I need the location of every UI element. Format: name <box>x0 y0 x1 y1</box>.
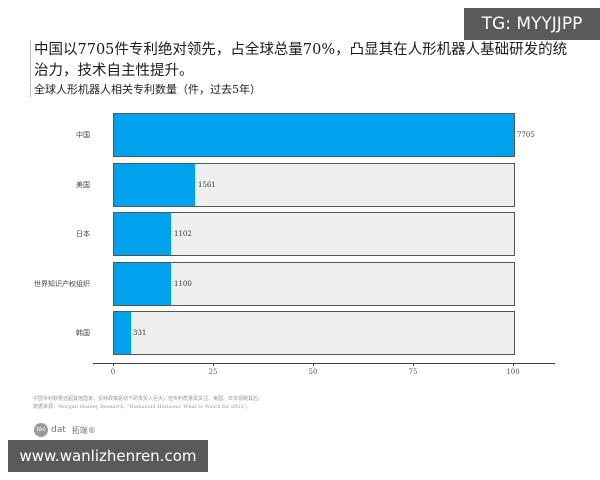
bar-label: 世界知识产权组织 <box>34 280 90 288</box>
tg-watermark-badge: TG: MYYJJPP <box>464 8 600 40</box>
bar-fill <box>114 164 195 206</box>
bar-track <box>113 163 515 207</box>
bar-value: 7705 <box>517 131 535 139</box>
x-axis-tick <box>513 363 514 366</box>
bar-track <box>113 311 515 355</box>
bar-fill <box>114 312 131 354</box>
x-tick-label: 50 <box>308 368 318 376</box>
chart-footnote: 中国专利数量远超其他国家，反映政策驱动下研发投入巨大；但专利质量需关注，美国、日… <box>33 395 293 411</box>
x-tick-label: 0 <box>110 368 116 376</box>
bar-row: 韩国 331 <box>0 311 600 355</box>
x-axis-line <box>93 363 555 364</box>
bar-row: 世界知识产权组织 1100 <box>0 262 600 306</box>
bar-track <box>113 262 515 306</box>
footnote-source: 数据来源：Morgan Stanley Research, "Humanoid … <box>33 404 251 410</box>
logo-circle-icon: tec <box>34 423 48 437</box>
footnote-note: 中国专利数量远超其他国家，反映政策驱动下研发投入巨大；但专利质量需关注，美国、日… <box>33 396 264 402</box>
bar-fill <box>114 213 171 255</box>
x-axis-tick <box>313 363 314 366</box>
logo-cn-text: 拓端® <box>71 425 96 435</box>
bar-value: 331 <box>133 329 147 337</box>
x-axis-tick <box>213 363 214 366</box>
bar-row: 美国 1561 <box>0 163 600 207</box>
bar-row: 中国 7705 <box>0 113 600 157</box>
bar-track <box>113 212 515 256</box>
bar-label: 中国 <box>76 131 90 139</box>
headline: 中国以7705件专利绝对领先，占全球总量70%，凸显其在人形机器人基础研发的统治… <box>30 40 574 82</box>
tecdat-logo: tec dat 拓端® <box>34 422 96 438</box>
bar-label: 韩国 <box>76 329 90 337</box>
bar-track <box>113 113 515 157</box>
x-tick-label: 75 <box>408 368 418 376</box>
x-tick-label: 25 <box>208 368 218 376</box>
bar-value: 1100 <box>174 280 192 288</box>
bar-label: 日本 <box>76 230 90 238</box>
x-axis-tick <box>113 363 114 366</box>
bar-fill <box>114 263 171 305</box>
bar-value: 1102 <box>174 230 192 238</box>
chart-subtitle: 全球人形机器人相关专利数量（件，过去5年） <box>30 83 261 97</box>
bar-row: 日本 1102 <box>0 212 600 256</box>
x-tick-label: 100 <box>506 368 520 376</box>
logo-text: dat <box>51 425 66 435</box>
x-axis-tick <box>413 363 414 366</box>
bar-fill <box>114 114 514 156</box>
url-watermark-banner: www.wanlizhenren.com <box>8 440 208 472</box>
bar-value: 1561 <box>198 181 216 189</box>
bar-label: 美国 <box>76 181 90 189</box>
